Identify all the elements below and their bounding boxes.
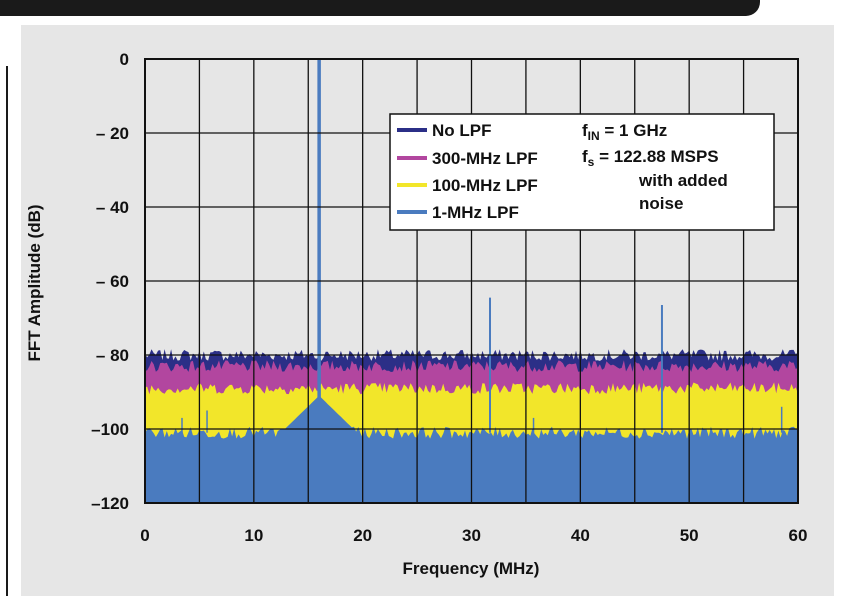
legend-frame [389, 113, 775, 231]
legend-box: No LPF 300-MHz LPF 100-MHz LPF 1-MHz LPF… [389, 113, 775, 231]
legend-label-300mhz-lpf: 300-MHz LPF [432, 149, 538, 168]
x-tick-labels: 0 10 20 30 40 50 60 [140, 526, 807, 545]
legend-note-fs: fs = 122.88 MSPS [582, 147, 719, 169]
fin-base: f [582, 121, 588, 140]
y-tick-labels: 0 – 20 – 40 – 60 – 80 –100 –120 [91, 50, 129, 513]
legend-label-1mhz-lpf: 1-MHz LPF [432, 203, 519, 222]
fin-value: = 1 GHz [600, 121, 668, 140]
x-tick-label: 0 [140, 526, 149, 545]
header-bar [0, 0, 760, 16]
legend-note-line4: noise [639, 194, 683, 213]
legend-label-100mhz-lpf: 100-MHz LPF [432, 176, 538, 195]
legend-note-line3: with added [638, 171, 728, 190]
legend-note-fin: fIN = 1 GHz [582, 121, 667, 143]
fs-value: = 122.88 MSPS [594, 147, 718, 166]
y-tick-label: – 20 [96, 124, 129, 143]
y-tick-label: – 80 [96, 346, 129, 365]
x-tick-label: 30 [462, 526, 481, 545]
y-tick-label: – 40 [96, 198, 129, 217]
y-tick-label: –120 [91, 494, 129, 513]
x-axis-label: Frequency (MHz) [403, 559, 540, 578]
y-tick-label: –100 [91, 420, 129, 439]
plot-frame [144, 58, 799, 504]
x-tick-label: 40 [571, 526, 590, 545]
fin-subscript: IN [588, 129, 600, 143]
y-axis-label: FFT Amplitude (dB) [25, 204, 44, 361]
x-tick-label: 50 [680, 526, 699, 545]
side-rule [6, 66, 8, 596]
fs-base: f [582, 147, 588, 166]
x-tick-label: 10 [244, 526, 263, 545]
spectral-peaks [181, 59, 783, 433]
legend-label-no-lpf: No LPF [432, 121, 492, 140]
y-tick-label: 0 [120, 50, 129, 69]
x-tick-label: 20 [353, 526, 372, 545]
y-tick-label: – 60 [96, 272, 129, 291]
x-tick-label: 60 [789, 526, 808, 545]
fs-subscript: s [588, 155, 595, 169]
